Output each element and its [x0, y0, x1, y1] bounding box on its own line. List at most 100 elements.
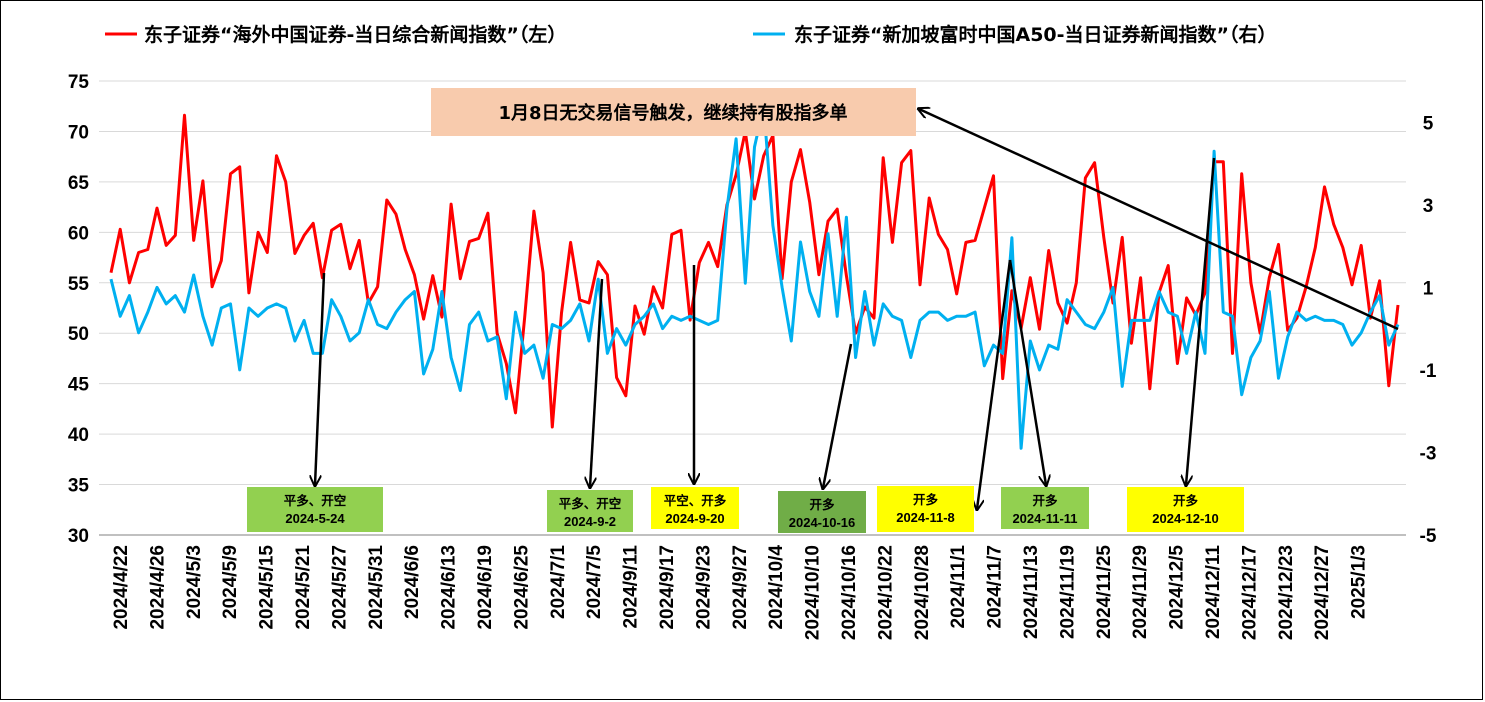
left-tick-label: 65 [68, 173, 90, 194]
x-tick-label: 2024/12/23 [1276, 545, 1297, 640]
right-tick-label: 3 [1423, 196, 1434, 217]
x-tick-label: 2024/6/13 [439, 545, 460, 630]
signal-box: 开多 2024-11-11 [1001, 487, 1089, 529]
x-tick-label: 2024/5/31 [366, 545, 387, 630]
x-tick-label: 2024/10/16 [839, 545, 860, 640]
signal-action: 平空、开多 [664, 493, 727, 508]
signal-arrow [590, 278, 604, 487]
legend-label-left-series: 东子证券“海外中国证券-当日综合新闻指数”（左） [144, 23, 566, 46]
x-tick-label: 2024/4/22 [111, 545, 132, 630]
signal-date: 2024-11-8 [896, 510, 955, 525]
left-tick-label: 55 [68, 274, 90, 295]
signal-box-bg [247, 487, 383, 532]
left-tick-label: 70 [68, 122, 89, 143]
right-tick-label: 5 [1423, 113, 1434, 134]
signal-arrow [1186, 157, 1216, 485]
x-tick-label: 2024/11/25 [1094, 545, 1115, 639]
x-tick-label: 2024/5/3 [184, 545, 205, 619]
signal-box: 平空、开多 2024-9-20 [651, 487, 739, 529]
x-tick-label: 2025/1/3 [1349, 545, 1370, 619]
signal-action: 开多 [913, 492, 939, 507]
signal-box-bg [1001, 487, 1089, 529]
x-tick-label: 2024/12/17 [1239, 545, 1260, 640]
right-tick-label: -5 [1420, 526, 1437, 547]
signal-box-bg [1127, 487, 1244, 532]
x-tick-label: 2024/7/1 [548, 545, 569, 619]
signal-box: 开多 2024-12-10 [1127, 487, 1244, 532]
x-tick-label: 2024/11/1 [948, 545, 969, 629]
x-tick-label: 2024/12/5 [1167, 545, 1188, 630]
x-tick-label: 2024/10/10 [803, 545, 824, 640]
x-tick-label: 2024/6/19 [475, 545, 496, 630]
left-axis: 30 35 40 45 50 55 60 65 70 75 [68, 72, 90, 547]
signal-date: 2024-12-10 [1152, 511, 1219, 526]
signal-box: 平多、开空 2024-9-2 [547, 490, 633, 532]
signal-box-bg [651, 487, 739, 529]
note-text: 1月8日无交易信号触发，继续持有股指多单 [498, 102, 847, 124]
x-tick-label: 2024/5/15 [257, 545, 278, 630]
x-tick-label: 2024/5/27 [329, 545, 350, 630]
right-tick-label: -3 [1420, 443, 1437, 464]
x-tick-label: 2024/9/17 [657, 545, 678, 630]
x-tick-label: 2024/10/28 [912, 545, 933, 640]
left-tick-label: 75 [68, 72, 90, 93]
signal-date: 2024-9-2 [564, 514, 616, 529]
x-tick-label: 2024/11/29 [1130, 545, 1151, 639]
x-tick-label: 2024/7/5 [584, 545, 605, 619]
signal-box: 平多、开空 2024-5-24 [247, 487, 383, 532]
x-tick-label: 2024/12/27 [1312, 545, 1333, 640]
x-tick-label: 2024/5/21 [293, 545, 314, 630]
x-tick-label: 2024/9/27 [730, 545, 751, 630]
signal-date: 2024-10-16 [789, 515, 856, 530]
note-annotation: 1月8日无交易信号触发，继续持有股指多单 [431, 88, 916, 136]
left-tick-label: 60 [68, 223, 89, 244]
note-box [431, 88, 916, 136]
x-tick-label: 2024/6/25 [511, 545, 532, 630]
signal-boxes: 平多、开空 2024-5-24 平多、开空 2024-9-2 平空、开多 2024-9-2… [247, 486, 1244, 533]
signal-box: 开多 2024-10-16 [778, 491, 866, 533]
signal-arrow [315, 272, 326, 485]
signal-date: 2024-11-11 [1012, 511, 1077, 526]
x-axis: 2024/4/22 2024/4/26 2024/5/3 2024/5/9 2024/5… [111, 545, 1370, 641]
signal-arrow [919, 109, 1399, 331]
x-tick-label: 2024/9/11 [621, 545, 642, 629]
signal-box: 开多 2024-11-8 [877, 486, 974, 532]
right-tick-label: 1 [1423, 278, 1434, 299]
signal-date: 2024-5-24 [285, 511, 345, 526]
legend: 东子证券“海外中国证券-当日综合新闻指数”（左） 东子证券“新加坡富时中国A50… [105, 23, 1277, 46]
x-tick-label: 2024/11/19 [1057, 545, 1078, 639]
signal-arrow [823, 343, 853, 488]
x-tick-label: 2024/10/22 [875, 545, 896, 640]
signal-action: 平多、开空 [559, 496, 622, 511]
x-tick-label: 2024/11/13 [1021, 545, 1042, 639]
signal-box-bg [547, 490, 633, 532]
signal-date: 2024-9-20 [665, 511, 724, 526]
left-tick-label: 45 [68, 375, 90, 396]
series-line-right [109, 104, 1400, 450]
signal-arrows [315, 109, 1399, 509]
left-tick-label: 40 [68, 425, 89, 446]
signal-action: 开多 [809, 497, 835, 512]
x-tick-label: 2024/11/7 [985, 545, 1006, 628]
signal-action: 开多 [1032, 493, 1058, 508]
x-tick-label: 2024/10/4 [766, 545, 787, 630]
series-line-left [109, 113, 1400, 429]
x-tick-label: 2024/12/11 [1203, 545, 1224, 639]
gridlines [99, 80, 1406, 536]
signal-action: 开多 [1173, 493, 1199, 508]
x-tick-label: 2024/6/6 [402, 545, 423, 619]
left-tick-label: 30 [68, 526, 89, 547]
series-layer [109, 104, 1400, 450]
left-tick-label: 35 [68, 476, 90, 497]
right-axis: -5 -3 -1 1 3 5 [1420, 113, 1437, 547]
x-tick-label: 2024/4/26 [147, 545, 168, 630]
signal-action: 平多、开空 [284, 493, 347, 508]
right-tick-label: -1 [1420, 361, 1437, 382]
signal-box-bg [877, 486, 974, 532]
signal-box-bg [778, 491, 866, 533]
legend-label-right-series: 东子证券“新加坡富时中国A50-当日证券新闻指数”（右） [794, 23, 1277, 46]
x-tick-label: 2024/9/23 [693, 545, 714, 630]
left-tick-label: 50 [68, 324, 89, 345]
